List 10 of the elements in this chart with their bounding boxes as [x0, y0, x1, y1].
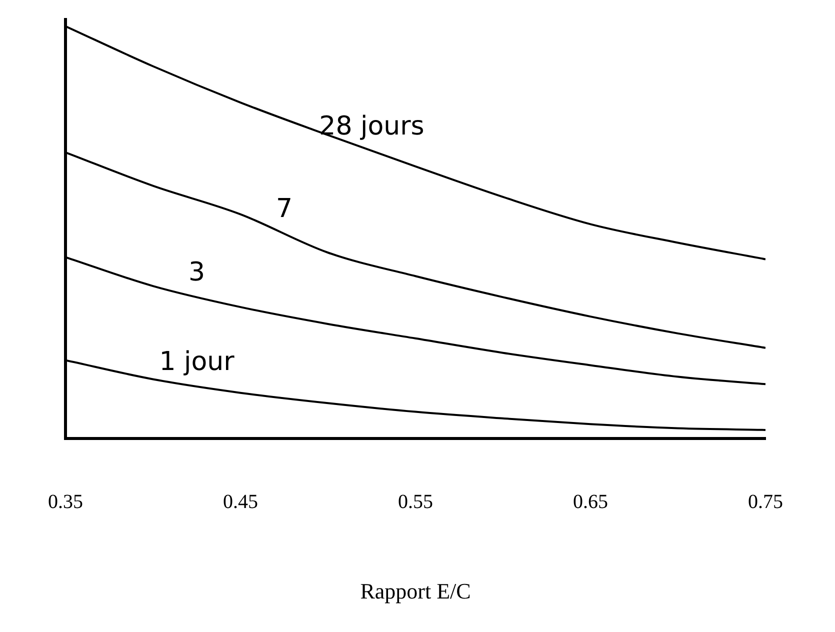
x-tick-label: 0.45 [223, 490, 258, 513]
x-tick-label: 0.65 [573, 490, 608, 513]
x-tick-label: 0.75 [748, 490, 783, 513]
x-tick-label: 0.55 [398, 490, 433, 513]
series-label: 28 jours [319, 112, 424, 142]
series-label: 1 jour [159, 346, 235, 377]
x-axis-title: Rapport E/C [360, 578, 471, 604]
series-label: 3 [188, 257, 206, 288]
series-label: 7 [276, 194, 293, 224]
x-tick-label: 0.35 [48, 490, 83, 513]
